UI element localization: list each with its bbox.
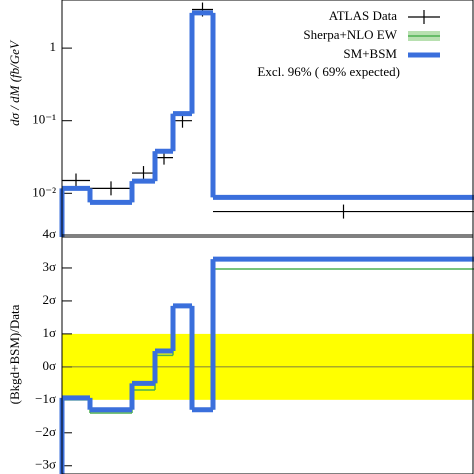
annotation: Excl. 96% ( 69% expected)	[257, 64, 400, 79]
plot-frame	[61, 0, 474, 238]
y-tick-label: 3σ	[42, 259, 56, 274]
y-tick-label: 2σ	[42, 292, 56, 307]
y-tick-label: 0σ	[42, 358, 56, 373]
y-tick-label: −2σ	[35, 424, 56, 439]
y-axis-label: (Bkgd+BSM)/Data	[7, 304, 22, 404]
y-tick-label: 10⁻²	[32, 184, 56, 199]
y-tick-label: 1σ	[42, 325, 56, 340]
legend-label: SM+BSM	[343, 46, 397, 61]
y-tick-label: −3σ	[35, 457, 56, 472]
legend-label: Sherpa+NLO EW	[303, 27, 397, 42]
y-tick-label: 10⁻¹	[32, 112, 56, 127]
legend-label: ATLAS Data	[329, 8, 397, 23]
plot-frame	[61, 234, 474, 474]
y-axis-label: dσ / dM (fb/GeV	[7, 39, 22, 126]
y-tick-label: 1	[50, 39, 57, 54]
y-tick-label: −1σ	[35, 391, 56, 406]
y-tick-label: 4σ	[42, 226, 56, 241]
